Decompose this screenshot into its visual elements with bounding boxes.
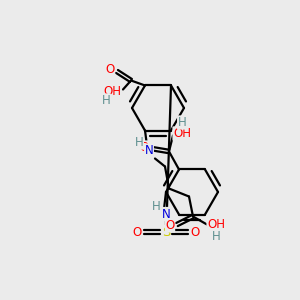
Text: O: O xyxy=(105,63,115,76)
Text: OH: OH xyxy=(207,218,225,231)
Text: S: S xyxy=(162,226,170,238)
Text: H: H xyxy=(135,136,143,149)
Text: O: O xyxy=(140,141,148,154)
Text: O: O xyxy=(190,226,200,238)
Text: H: H xyxy=(152,200,160,212)
Text: H: H xyxy=(102,94,110,107)
Text: H: H xyxy=(178,116,186,129)
Text: OH: OH xyxy=(173,127,191,140)
Text: N: N xyxy=(162,208,170,220)
Text: N: N xyxy=(145,144,153,157)
Text: OH: OH xyxy=(103,85,121,98)
Text: H: H xyxy=(212,230,220,243)
Text: O: O xyxy=(132,226,142,238)
Text: O: O xyxy=(165,219,175,232)
